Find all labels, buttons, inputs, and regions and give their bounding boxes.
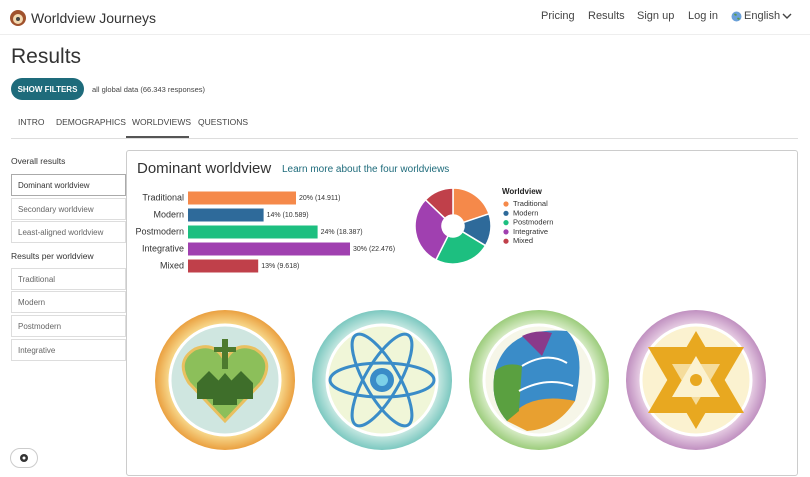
logo[interactable] <box>9 9 27 27</box>
legend-swatch <box>503 210 509 216</box>
emblem-integrative <box>626 310 766 450</box>
tab[interactable]: DEMOGRAPHICS <box>56 117 126 127</box>
data-note: all global data (66.343 responses) <box>92 85 205 94</box>
nav-link[interactable]: Pricing <box>541 10 575 22</box>
legend-title: Worldview <box>502 187 543 196</box>
value-label: 30% (22.476) <box>353 246 395 253</box>
results-panel <box>126 150 798 476</box>
tab-underline <box>126 136 189 138</box>
chevron <box>782 13 792 19</box>
sidebar-item[interactable]: Dominant worldview <box>11 174 126 196</box>
legend-label: Mixed <box>513 236 533 245</box>
legend-swatch <box>503 201 509 207</box>
pie-slice <box>414 198 450 261</box>
legend-swatch <box>503 238 509 244</box>
bar <box>188 208 264 222</box>
brand[interactable]: Worldview Journeys <box>31 10 157 26</box>
tab[interactable]: INTRO <box>18 117 45 127</box>
nav-bar <box>0 0 810 35</box>
emblem-postmodern <box>469 310 609 450</box>
bar-label: Integrative <box>142 243 184 253</box>
bar <box>188 225 318 239</box>
legend-swatch <box>503 220 509 226</box>
pie-slice <box>434 230 487 265</box>
sidebar-heading: Results per worldview <box>11 251 94 261</box>
sidebar-item[interactable]: Postmodern <box>11 315 126 337</box>
bar <box>188 259 259 273</box>
value-label: 20% (14.911) <box>299 195 341 202</box>
bar-label: Mixed <box>160 260 184 270</box>
bar-label: Modern <box>153 209 184 219</box>
nav-link[interactable]: Sign up <box>637 10 675 22</box>
emblem-modern <box>312 310 452 450</box>
sidebar-item[interactable]: Least-aligned worldview <box>11 221 126 243</box>
cog-icon <box>20 454 28 462</box>
settings-button[interactable] <box>10 448 38 468</box>
legend-label: Postmodern <box>513 218 553 227</box>
tab-divider <box>11 138 798 139</box>
emblem-traditional <box>155 310 295 450</box>
show-filters-button[interactable]: SHOW FILTERS <box>11 78 84 100</box>
value-label: 14% (10.589) <box>267 212 309 219</box>
value-label: 13% (9.618) <box>261 263 299 270</box>
sidebar-item[interactable]: Traditional <box>11 268 126 290</box>
bar-label: Postmodern <box>135 226 184 236</box>
learn-more-link[interactable]: Learn more about the four worldviews <box>282 164 450 175</box>
sidebar-item[interactable]: Modern <box>11 291 126 313</box>
value-label: 24% (18.387) <box>321 229 363 236</box>
panel-title: Dominant worldview <box>137 160 272 177</box>
legend-label: Traditional <box>513 199 548 208</box>
tab[interactable]: QUESTIONS <box>198 117 249 127</box>
pie-slice <box>424 187 454 220</box>
nav-link[interactable]: Log in <box>688 10 718 22</box>
bar-label: Traditional <box>142 192 184 202</box>
legend-label: Modern <box>513 208 538 217</box>
globe-icon <box>731 11 742 22</box>
legend-swatch <box>503 229 509 235</box>
language-select[interactable]: English <box>744 10 781 22</box>
bar <box>188 191 296 205</box>
bar <box>188 242 350 256</box>
sidebar-item[interactable]: Secondary worldview <box>11 198 126 220</box>
sidebar-item[interactable]: Integrative <box>11 339 126 361</box>
sidebar-heading: Overall results <box>11 156 66 166</box>
pie-slice <box>452 187 490 224</box>
legend-label: Integrative <box>513 227 548 236</box>
page-title: Results <box>11 45 82 68</box>
nav-link[interactable]: Results <box>588 10 625 22</box>
tab-active[interactable]: WORLDVIEWS <box>132 117 192 127</box>
chart: Traditional 20% (14.911) Modern 14% (10.589… <box>135 187 766 450</box>
